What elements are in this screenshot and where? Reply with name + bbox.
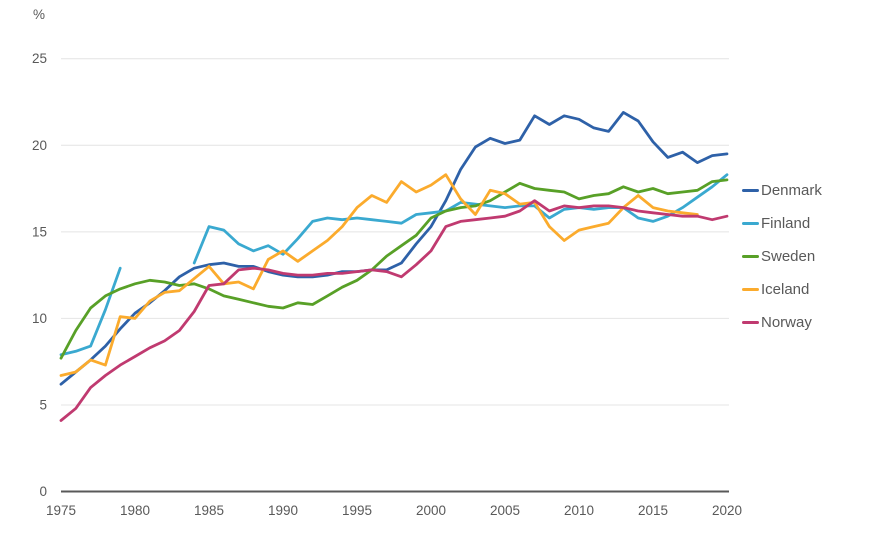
x-tick-label: 2010 — [564, 503, 594, 518]
y-tick-label: 10 — [32, 311, 47, 326]
x-tick-label: 1990 — [268, 503, 298, 518]
legend-swatch — [742, 288, 759, 291]
legend-item-sweden: Sweden — [742, 240, 822, 273]
x-tick-label: 2005 — [490, 503, 520, 518]
x-tick-label: 1995 — [342, 503, 372, 518]
y-tick-label: 5 — [39, 397, 47, 412]
legend-label: Iceland — [761, 281, 810, 298]
legend-label: Norway — [761, 314, 812, 331]
y-axis-unit-label: % — [32, 7, 45, 22]
legend-item-norway: Norway — [742, 306, 822, 339]
legend-swatch — [742, 255, 759, 258]
chart-legend: Denmark Finland Sweden Iceland Norway — [742, 174, 822, 339]
legend-label: Denmark — [761, 182, 822, 199]
x-tick-label: 2000 — [416, 503, 446, 518]
series-line-finland — [59, 173, 729, 357]
legend-item-iceland: Iceland — [742, 273, 822, 306]
series-line-sweden — [59, 178, 729, 360]
x-tick-label: 1975 — [46, 503, 76, 518]
legend-swatch — [742, 222, 759, 225]
series-line-iceland — [59, 173, 699, 377]
x-tick-label: 2020 — [712, 503, 742, 518]
series-line-norway — [59, 199, 729, 422]
x-tick-label: 1980 — [120, 503, 150, 518]
legend-item-denmark: Denmark — [742, 174, 822, 207]
legend-label: Finland — [761, 215, 811, 232]
legend-swatch — [742, 189, 759, 192]
y-tick-label: 15 — [32, 224, 47, 239]
x-tick-label: 2015 — [638, 503, 668, 518]
legend-swatch — [742, 321, 759, 324]
legend-label: Sweden — [761, 248, 816, 265]
y-tick-label: 25 — [32, 51, 47, 66]
x-tick-label: 1985 — [194, 503, 224, 518]
legend-item-finland: Finland — [742, 207, 822, 240]
y-tick-label: 20 — [32, 138, 47, 153]
y-tick-label: 0 — [39, 484, 47, 499]
